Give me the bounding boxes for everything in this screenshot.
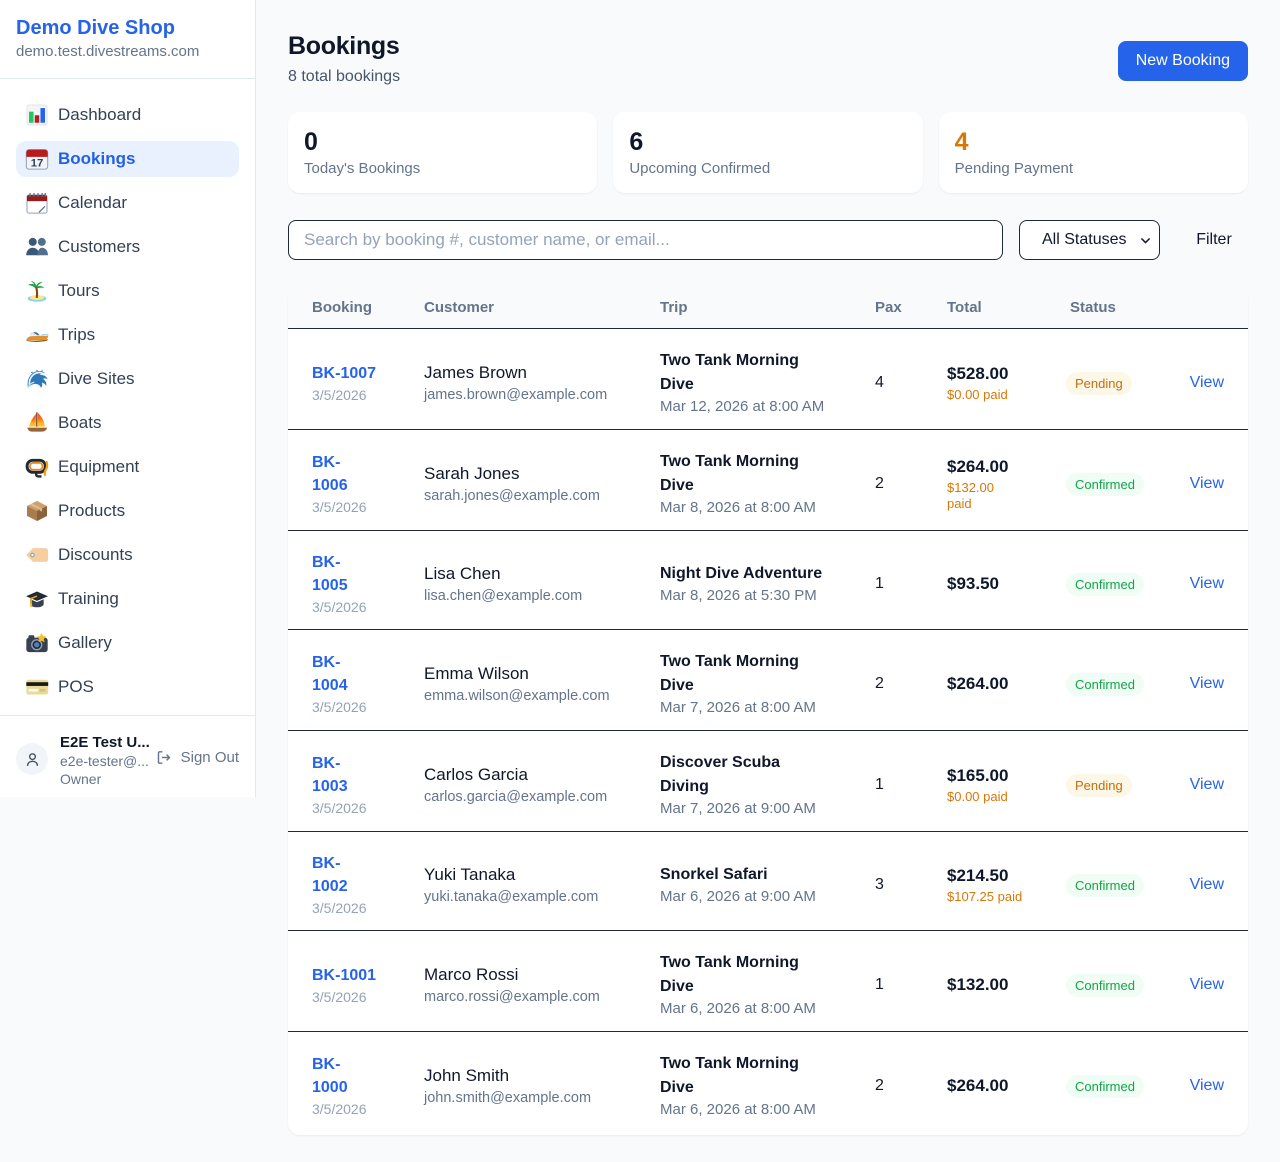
svg-text:17: 17 xyxy=(31,157,44,169)
